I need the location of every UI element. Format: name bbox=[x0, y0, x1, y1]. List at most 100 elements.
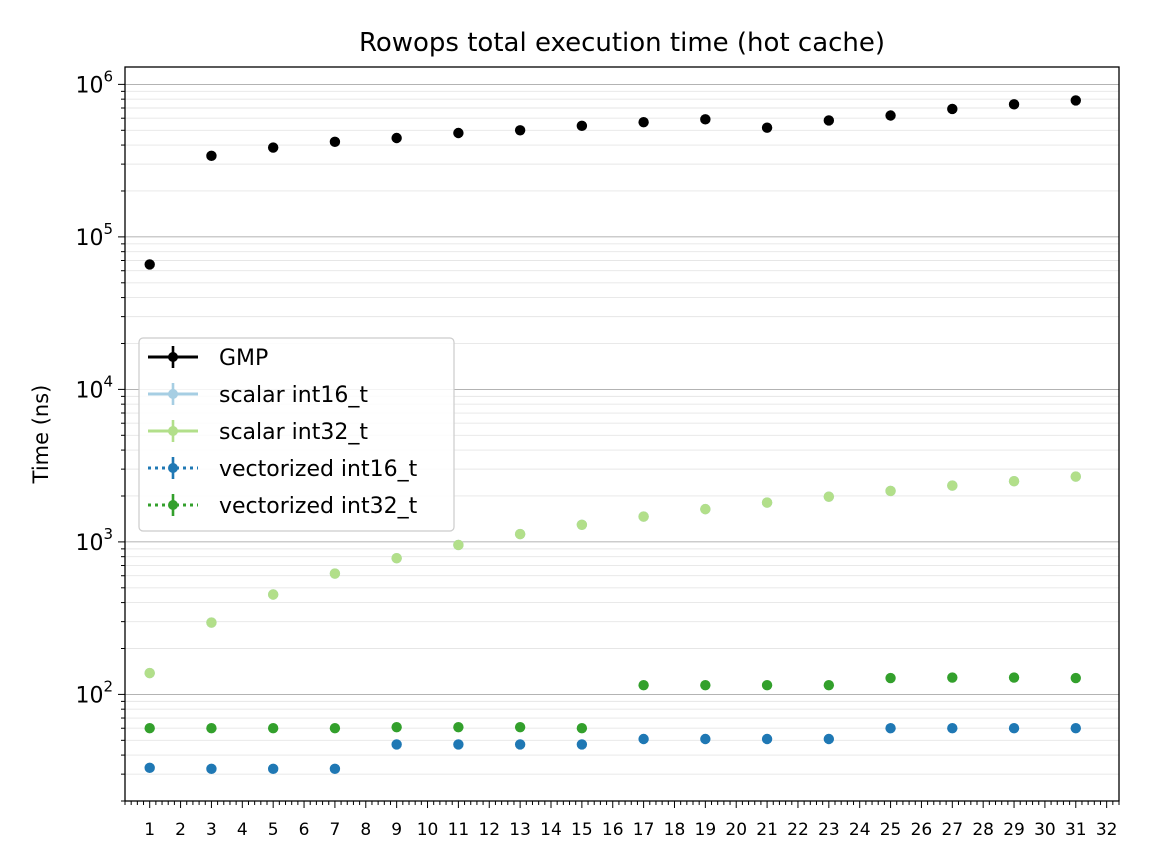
x-tick-label: 16 bbox=[602, 820, 624, 840]
data-point bbox=[1070, 672, 1081, 684]
data-point bbox=[1008, 99, 1020, 110]
x-tick-label: 25 bbox=[880, 820, 902, 840]
data-point bbox=[514, 528, 526, 540]
legend-label: GMP bbox=[219, 346, 268, 371]
chart-title: Rowops total execution time (hot cache) bbox=[359, 28, 885, 58]
x-tick-label: 8 bbox=[360, 820, 371, 840]
data-point bbox=[267, 763, 279, 775]
legend-label: vectorized int16_t bbox=[219, 457, 418, 482]
x-tick-label: 28 bbox=[972, 820, 994, 840]
grid-lines bbox=[125, 83, 1119, 802]
y-tick-label: 104 bbox=[75, 372, 113, 403]
data-point bbox=[638, 679, 649, 691]
y-tick-label: 106 bbox=[75, 67, 113, 98]
x-tick-label: 7 bbox=[329, 820, 340, 840]
data-point bbox=[761, 733, 773, 745]
data-point bbox=[514, 125, 526, 136]
data-point bbox=[947, 672, 958, 683]
data-point bbox=[453, 539, 464, 551]
x-tick-label: 21 bbox=[756, 820, 778, 840]
data-point bbox=[638, 116, 649, 128]
x-tick-label: 5 bbox=[268, 820, 279, 840]
data-point bbox=[144, 259, 155, 270]
data-point bbox=[576, 723, 588, 734]
data-point bbox=[453, 721, 464, 733]
data-point bbox=[947, 480, 958, 491]
x-tick-label: 22 bbox=[787, 820, 809, 840]
y-tick-label: 103 bbox=[75, 525, 113, 556]
data-point bbox=[206, 723, 217, 734]
plot-frame bbox=[124, 66, 1120, 802]
x-tick-label: 23 bbox=[818, 820, 840, 840]
data-point bbox=[453, 127, 464, 139]
data-point bbox=[391, 739, 402, 750]
x-tick-label: 26 bbox=[911, 820, 933, 840]
x-tick-label: 2 bbox=[175, 820, 186, 840]
data-point bbox=[1070, 95, 1081, 106]
data-point bbox=[885, 110, 896, 121]
data-point bbox=[700, 114, 711, 125]
data-point bbox=[329, 723, 341, 734]
x-tick-label: 14 bbox=[540, 820, 562, 840]
data-point bbox=[700, 733, 711, 745]
legend-marker bbox=[168, 389, 178, 399]
data-points bbox=[144, 95, 1081, 775]
legend-label: scalar int16_t bbox=[219, 383, 368, 408]
x-tick-label: 9 bbox=[391, 820, 402, 840]
data-point bbox=[576, 739, 588, 750]
data-point bbox=[947, 103, 958, 115]
x-tick-label: 17 bbox=[633, 820, 655, 840]
x-tick-label: 32 bbox=[1096, 820, 1118, 840]
x-tick-label: 20 bbox=[725, 820, 747, 840]
x-tick-label: 1 bbox=[144, 820, 155, 840]
data-point bbox=[823, 491, 835, 502]
data-point bbox=[761, 679, 773, 691]
data-point bbox=[885, 485, 896, 497]
legend-frame bbox=[138, 337, 455, 532]
data-point bbox=[761, 497, 773, 508]
y-tick-label: 105 bbox=[75, 220, 113, 251]
data-point bbox=[700, 679, 711, 691]
x-tick-label: 13 bbox=[509, 820, 531, 840]
data-point bbox=[823, 733, 835, 745]
data-point bbox=[823, 115, 835, 126]
data-point bbox=[391, 552, 402, 564]
data-point bbox=[576, 519, 588, 530]
data-point bbox=[267, 723, 279, 734]
data-point bbox=[329, 568, 341, 579]
x-tick-label: 18 bbox=[664, 820, 686, 840]
x-tick-label: 31 bbox=[1065, 820, 1087, 840]
data-point bbox=[638, 733, 649, 745]
data-point bbox=[267, 142, 279, 153]
data-point bbox=[576, 120, 588, 132]
data-point bbox=[144, 723, 155, 734]
legend-marker bbox=[168, 426, 178, 436]
data-point bbox=[700, 503, 711, 515]
data-point bbox=[947, 723, 958, 734]
legend-marker bbox=[168, 463, 178, 473]
data-point bbox=[267, 589, 279, 600]
legend-label: scalar int32_t bbox=[219, 420, 368, 445]
data-point bbox=[638, 511, 649, 522]
x-tick-label: 19 bbox=[695, 820, 717, 840]
x-tick-label: 30 bbox=[1034, 820, 1056, 840]
data-point bbox=[391, 721, 402, 733]
x-tick-label: 4 bbox=[237, 820, 248, 840]
data-point bbox=[206, 763, 217, 775]
data-point bbox=[329, 763, 341, 775]
legend-label: vectorized int32_t bbox=[219, 494, 418, 519]
x-tick-label: 24 bbox=[849, 820, 871, 840]
data-point bbox=[329, 136, 341, 148]
y-tick-label: 102 bbox=[75, 677, 113, 708]
data-point bbox=[514, 739, 526, 750]
data-point bbox=[1070, 723, 1081, 734]
data-point bbox=[1008, 476, 1020, 487]
data-point bbox=[514, 721, 526, 733]
data-point bbox=[206, 617, 217, 628]
data-point bbox=[823, 679, 835, 691]
data-point bbox=[1070, 471, 1081, 482]
x-tick-label: 29 bbox=[1003, 820, 1025, 840]
x-tick-label: 12 bbox=[478, 820, 500, 840]
